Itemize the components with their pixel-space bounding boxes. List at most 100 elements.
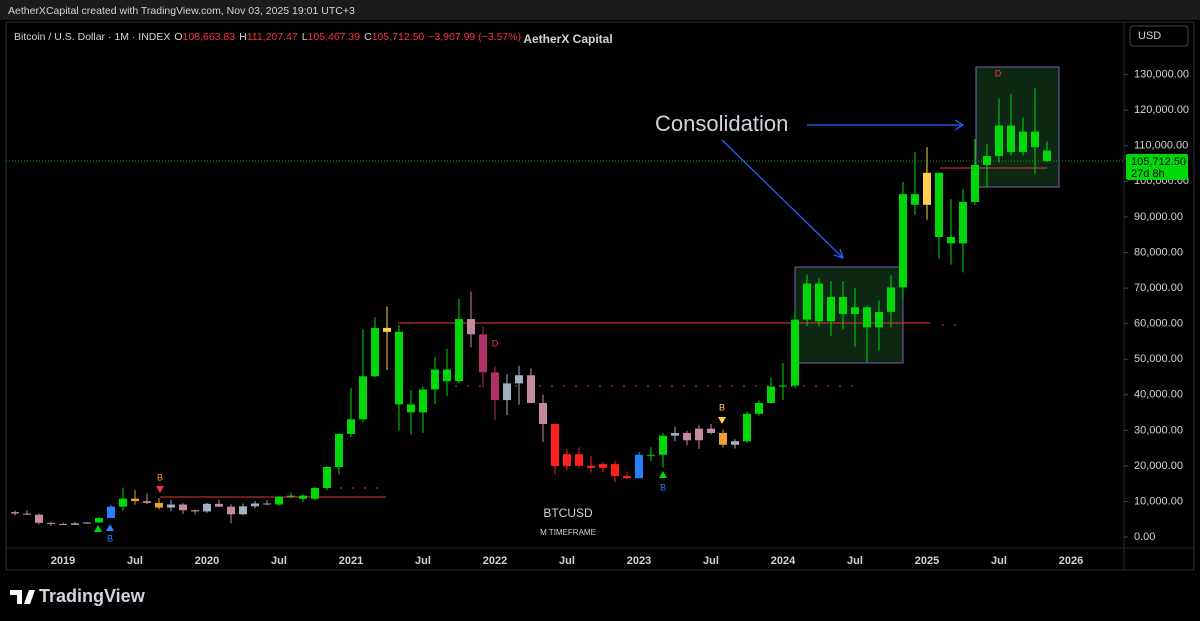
candle-body [527, 375, 535, 403]
candle-body [1031, 131, 1039, 148]
signal-marker [106, 524, 114, 531]
candle-body [995, 125, 1003, 157]
ohlc: O108,663.83 H111,207.47 L105,467.39 C105,71… [174, 31, 424, 43]
x-tick-label: Jul [415, 555, 431, 567]
candle-body [803, 283, 811, 320]
candle-body [635, 454, 643, 479]
candle-body [479, 334, 487, 373]
candle-body [11, 512, 19, 514]
candle-body [395, 331, 403, 405]
candle-body [839, 296, 847, 315]
candle-body [491, 372, 499, 401]
candle-body [191, 510, 199, 512]
candle-body [143, 501, 151, 503]
x-tick-label: Jul [559, 555, 575, 567]
candle-body [575, 454, 583, 466]
candle-body [239, 506, 247, 515]
y-tick-label: 130,000.00 [1134, 69, 1189, 81]
candle-body [935, 172, 943, 238]
candle-body [431, 369, 439, 390]
candle-body [647, 454, 655, 456]
chart-frame [5, 21, 1195, 571]
symbol: Bitcoin / U.S. Dollar · 1M · INDEX [14, 31, 170, 43]
candle-body [335, 433, 343, 467]
candle-body [23, 513, 31, 515]
candle-body [1043, 150, 1051, 162]
candle-body [719, 433, 727, 445]
change: −3,907.99 (−3.57%) [428, 31, 521, 43]
candle-body [695, 428, 703, 441]
candle-body [887, 287, 895, 312]
candle-body [203, 503, 211, 512]
watermark-sub: M TIMEFRAME [540, 528, 596, 537]
candle-body [755, 402, 763, 414]
candle-body [707, 428, 715, 434]
signal-label: B [719, 402, 725, 412]
ohlc-key: H [239, 31, 247, 43]
candle-body [563, 454, 571, 467]
x-tick-label: Jul [847, 555, 863, 567]
consolidation-box [975, 66, 1060, 188]
candle-body [743, 413, 751, 442]
candle-body [179, 504, 187, 511]
candle-body [227, 506, 235, 515]
x-tick-label: Jul [991, 555, 1007, 567]
candle-body [971, 164, 979, 202]
x-tick-label: 2022 [483, 555, 507, 567]
brand-icon [10, 590, 35, 604]
x-tick-label: 2019 [51, 555, 75, 567]
candle-body [71, 523, 79, 525]
candle-body [167, 504, 175, 508]
arrow [721, 139, 844, 259]
currency-button[interactable] [1129, 25, 1189, 47]
top-bar [0, 0, 1200, 20]
signal-marker [156, 486, 164, 493]
candle-body [791, 319, 799, 386]
candle-body [683, 433, 691, 441]
ohlc-value: 105,712.50 [372, 31, 425, 43]
candle-body [383, 327, 391, 332]
candle-body [923, 172, 931, 205]
candle-body [911, 194, 919, 205]
candle-body [623, 476, 631, 479]
ohlc-value: 108,663.83 [183, 31, 236, 43]
signal-marker [94, 525, 102, 532]
candle-body [1019, 131, 1027, 153]
candle-body [959, 201, 967, 244]
y-tick-label: 110,000.00 [1134, 140, 1188, 152]
x-tick-label: 2024 [771, 555, 796, 567]
candle-body [59, 523, 67, 525]
candle-body [731, 441, 739, 445]
currency[interactable]: USD [1138, 30, 1161, 42]
candle-body [899, 194, 907, 288]
candle-body [455, 319, 463, 382]
y-tick-label: 70,000.00 [1134, 282, 1183, 294]
candle-body [299, 495, 307, 499]
ohlc-key: L [302, 31, 308, 43]
candle-body [815, 283, 823, 322]
candle-body [1007, 125, 1015, 153]
candle-body [443, 369, 451, 382]
candle-body [659, 435, 667, 455]
x-tick-label: 2021 [339, 555, 363, 567]
y-tick-label: 120,000.00 [1134, 104, 1189, 116]
candle-body [263, 503, 271, 505]
candle-body [875, 311, 883, 328]
candle-body [47, 522, 55, 524]
ohlc-value: 105,467.39 [308, 31, 361, 43]
x-tick-label: Jul [703, 555, 719, 567]
candle-body [419, 389, 427, 413]
x-tick-label: 2025 [915, 555, 939, 567]
candle-body [359, 376, 367, 420]
candle-body [539, 402, 547, 424]
y-tick-label: 50,000.00 [1134, 353, 1183, 365]
x-tick-label: Jul [127, 555, 143, 567]
candle-body [107, 506, 115, 519]
candle-body [515, 375, 523, 384]
ohlc-key: O [174, 31, 182, 43]
plot [6, 88, 1124, 527]
signal-label: D [492, 338, 499, 348]
y-tick-label: 90,000.00 [1134, 211, 1183, 223]
candle-body [611, 464, 619, 477]
brand-logo [10, 590, 35, 604]
